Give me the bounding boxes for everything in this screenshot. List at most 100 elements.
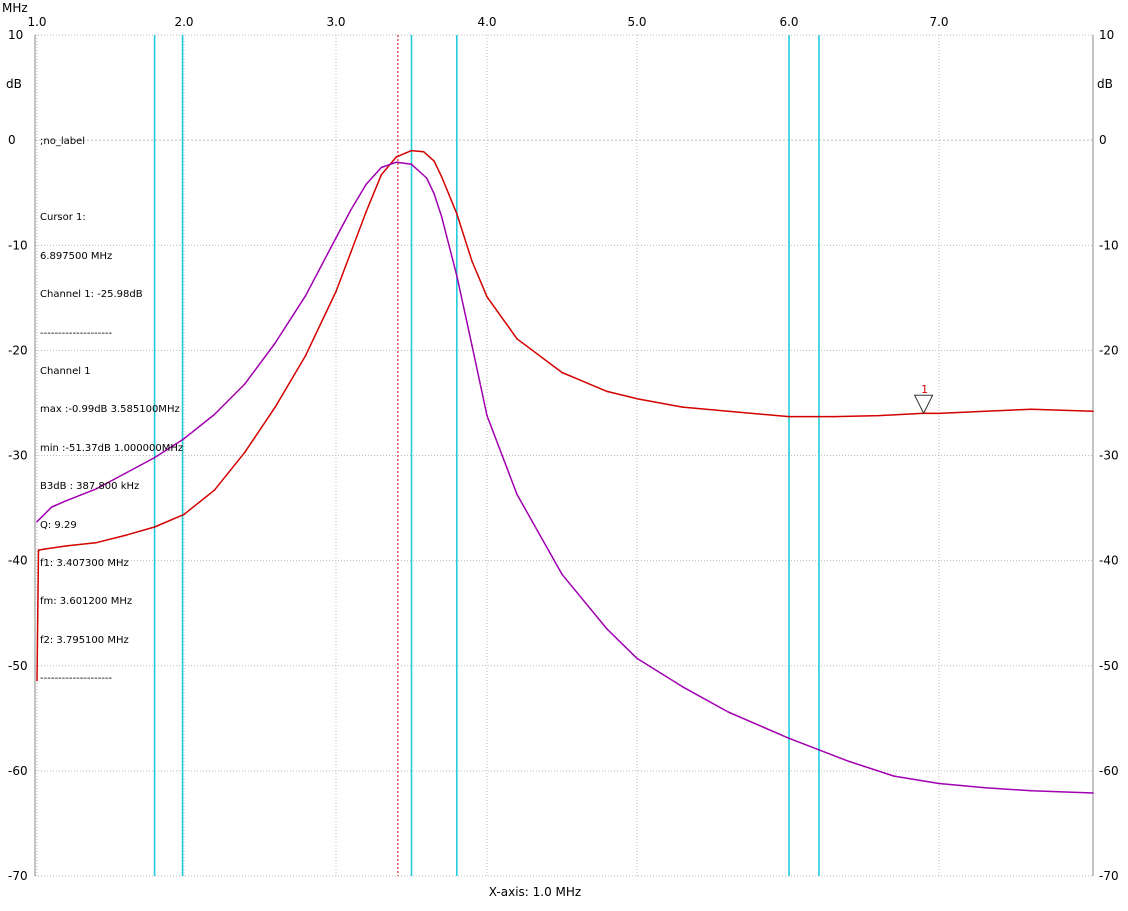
data-point (37, 549, 40, 551)
info-line: Channel 1: -25.98dB (40, 289, 143, 301)
data-point (561, 573, 563, 576)
info-line: max :-0.99dB 3.585100MHz (40, 404, 180, 416)
data-point (124, 534, 126, 537)
data-point (516, 338, 518, 340)
data-point (440, 216, 443, 218)
y-tick-label-right: -10 (1099, 238, 1119, 252)
info-line: fm: 3.601200 MHz (40, 596, 133, 608)
data-point (893, 775, 895, 777)
y-tick-label-right: 10 (1099, 28, 1114, 42)
y-tick-label-right: -50 (1099, 659, 1119, 673)
data-point (36, 520, 38, 523)
info-line: Q: 9.29 (40, 519, 77, 531)
data-point (244, 383, 246, 385)
data-point (36, 679, 38, 682)
y-tick-label-left: -60 (8, 764, 28, 778)
y-tick-labels: 10 10 0 0 -10 -10 -20 -20 -30 -30 -40 -40 -50 -50 -60 -… (8, 28, 1119, 883)
data-point (213, 413, 216, 416)
data-point (486, 414, 488, 417)
y-tick-label-left: -30 (8, 449, 28, 463)
data-point (848, 760, 850, 763)
data-point (681, 406, 684, 408)
y-unit-left: dB (6, 77, 22, 91)
info-line: f2: 3.795100 MHz (40, 634, 129, 646)
cursor-marker-triangle (913, 394, 934, 415)
data-point (153, 456, 156, 459)
series-line-red (36, 149, 1094, 681)
data-point (395, 156, 398, 158)
data-point (380, 174, 383, 176)
data-point (213, 489, 216, 492)
x-tick-label: 5.0 (627, 15, 646, 29)
data-point (1092, 792, 1094, 794)
data-point (410, 149, 413, 152)
data-point (50, 506, 53, 508)
info-line: min :-51.37dB 1.000000MHz (40, 442, 184, 454)
data-point (274, 406, 277, 408)
data-point (471, 344, 473, 346)
data-point (65, 545, 68, 547)
data-point (636, 657, 638, 660)
x-tick-label: 1.0 (27, 15, 46, 29)
data-point (425, 177, 428, 179)
info-line (40, 174, 183, 187)
y-tick-label-left: -20 (8, 343, 28, 357)
data-point (365, 183, 368, 186)
data-point (183, 513, 185, 516)
x-axis-label: X-axis: 1.0 MHz (489, 885, 581, 899)
data-point (636, 397, 638, 400)
data-point (1030, 408, 1033, 411)
data-point (350, 208, 352, 211)
x-tick-label: 3.0 (326, 15, 345, 29)
data-point (380, 166, 383, 169)
data-point (335, 237, 337, 239)
series-line-purple (36, 161, 1094, 794)
info-line: B3dB : 387.800 kHz (40, 481, 140, 493)
y-tick-label-left: -50 (8, 659, 28, 673)
info-panel: ;no_label Cursor 1: 6.897500 MHz Channel… (40, 110, 183, 699)
data-point (456, 274, 458, 277)
data-point (244, 451, 246, 454)
x-unit-label: MHz (2, 1, 28, 15)
data-point (410, 163, 413, 166)
y-tick-label-left: -10 (8, 238, 28, 252)
data-point (183, 437, 185, 440)
data-point (486, 296, 488, 298)
data-point (153, 526, 156, 528)
data-point (938, 782, 940, 785)
info-line: Cursor 1: (40, 212, 86, 224)
y-tick-label-right: -70 (1099, 869, 1119, 883)
data-point (1030, 790, 1033, 792)
data-point (606, 628, 608, 630)
data-point (984, 786, 986, 789)
y-tick-label-left: -40 (8, 554, 28, 568)
x-tick-label: 2.0 (174, 15, 193, 29)
data-point (95, 488, 97, 490)
data-point (471, 260, 473, 262)
data-point (43, 548, 46, 550)
data-point (788, 737, 790, 740)
cursor-marker-label: 1 (921, 383, 928, 396)
data-point (433, 192, 435, 195)
data-point (606, 390, 608, 393)
y-tick-label-right: -30 (1099, 449, 1119, 463)
data-point (433, 160, 435, 162)
info-line: -------------------- (40, 673, 113, 685)
y-unit-right: dB (1097, 77, 1113, 91)
data-point (304, 294, 307, 297)
data-point (274, 342, 277, 344)
data-point (335, 290, 337, 293)
x-tick-label: 6.0 (779, 15, 798, 29)
series-layer (36, 149, 1094, 794)
data-point (878, 414, 880, 417)
y-tick-label-left: -70 (8, 869, 28, 883)
x-tick-label: 7.0 (929, 15, 948, 29)
data-point (833, 415, 835, 418)
data-point (456, 212, 458, 215)
data-point (727, 711, 729, 713)
data-point (561, 371, 563, 374)
info-line: ;no_label (40, 135, 86, 147)
info-line: -------------------- (40, 327, 113, 339)
vertical-markers (153, 35, 820, 876)
